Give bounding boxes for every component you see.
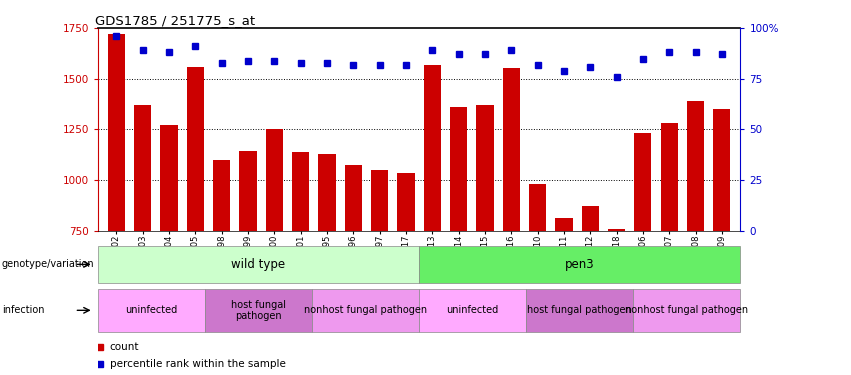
Bar: [556, 219, 573, 231]
Bar: [397, 173, 414, 231]
Bar: [713, 109, 730, 231]
Text: nonhost fungal pathogen: nonhost fungal pathogen: [625, 305, 748, 315]
Text: count: count: [110, 342, 139, 352]
Text: wild type: wild type: [231, 258, 286, 271]
Bar: [503, 68, 520, 231]
Bar: [160, 125, 178, 231]
Bar: [526, 289, 633, 332]
Text: GDS1785 / 251775_s_at: GDS1785 / 251775_s_at: [94, 14, 254, 27]
Bar: [371, 170, 388, 231]
Text: genotype/variation: genotype/variation: [2, 260, 94, 269]
Bar: [660, 123, 678, 231]
Text: uninfected: uninfected: [447, 305, 499, 315]
Bar: [213, 160, 230, 231]
Text: percentile rank within the sample: percentile rank within the sample: [110, 359, 285, 369]
Bar: [134, 105, 151, 231]
Bar: [318, 154, 335, 231]
Bar: [108, 34, 125, 231]
Bar: [292, 152, 309, 231]
Bar: [529, 184, 546, 231]
Bar: [477, 105, 494, 231]
Bar: [205, 289, 312, 332]
Text: host fungal
pathogen: host fungal pathogen: [231, 300, 286, 321]
Bar: [634, 134, 652, 231]
Bar: [582, 206, 599, 231]
Bar: [98, 246, 419, 283]
Bar: [419, 289, 526, 332]
Text: uninfected: uninfected: [125, 305, 178, 315]
Bar: [687, 101, 704, 231]
Bar: [424, 64, 441, 231]
Text: host fungal pathogen: host fungal pathogen: [528, 305, 632, 315]
Text: infection: infection: [2, 305, 44, 315]
Text: pen3: pen3: [565, 258, 595, 271]
Bar: [312, 289, 419, 332]
Bar: [608, 229, 625, 231]
Bar: [266, 129, 283, 231]
Bar: [633, 289, 740, 332]
Bar: [98, 289, 205, 332]
Bar: [450, 107, 467, 231]
Bar: [419, 246, 740, 283]
Text: nonhost fungal pathogen: nonhost fungal pathogen: [304, 305, 427, 315]
Bar: [186, 67, 204, 231]
Bar: [239, 151, 256, 231]
Bar: [345, 165, 362, 231]
